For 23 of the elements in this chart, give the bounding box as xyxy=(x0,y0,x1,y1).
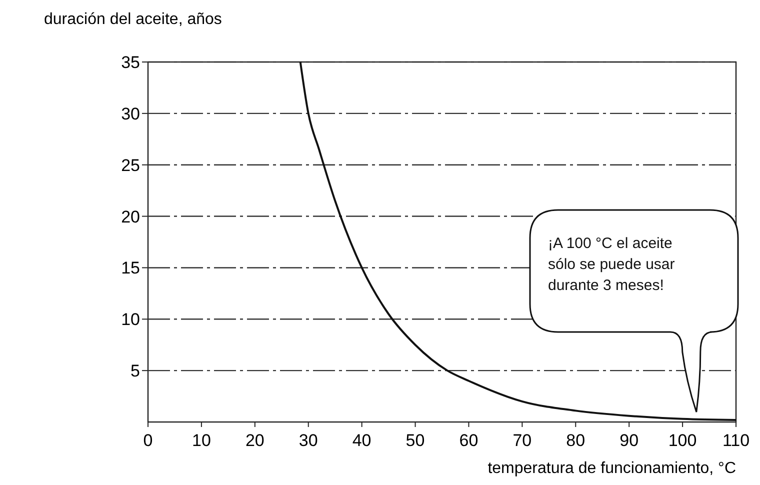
x-tick-label: 10 xyxy=(192,431,211,450)
y-tick-label: 30 xyxy=(121,104,140,124)
x-tick-label: 20 xyxy=(245,431,264,450)
y-tick-label: 20 xyxy=(121,207,140,226)
y-tick-label: 15 xyxy=(121,258,140,278)
y-axis-title: duración del aceite, años xyxy=(44,11,222,28)
x-tick-label: 80 xyxy=(566,431,586,450)
x-tick-label: 50 xyxy=(406,431,425,450)
x-tick-label: 70 xyxy=(512,431,532,450)
y-tick-label: 5 xyxy=(130,362,140,381)
x-axis-title: temperatura de funcionamiento, °C xyxy=(488,460,736,477)
x-tick-label: 60 xyxy=(459,431,478,450)
line-series xyxy=(299,61,737,421)
y-tick-label: 25 xyxy=(121,156,140,175)
x-tick-label: 0 xyxy=(143,431,153,450)
x-tick-label: 110 xyxy=(722,431,750,450)
x-tick-label: 40 xyxy=(352,431,372,450)
x-tick-label: 100 xyxy=(668,431,697,450)
annotation: ¡A 100 °C el aceite sólo se puede usar durante 3 meses! xyxy=(548,235,675,294)
x-tick-label: 90 xyxy=(620,431,639,450)
x-tick-label: 30 xyxy=(298,431,318,450)
y-tick-label: 35 xyxy=(121,53,140,72)
y-tick-label: 10 xyxy=(121,310,140,330)
